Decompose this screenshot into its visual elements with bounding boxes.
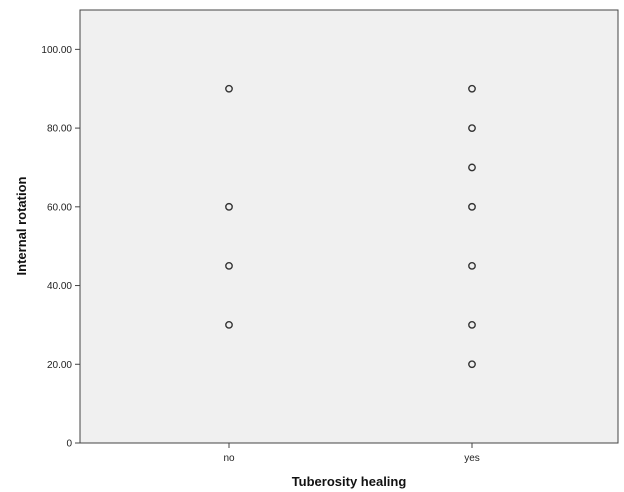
y-tick-label: 80.00	[47, 124, 72, 135]
data-point	[468, 360, 476, 369]
y-tick-label: 60.00	[47, 202, 72, 213]
data-point	[225, 261, 233, 270]
data-point	[225, 202, 233, 211]
data-point	[225, 84, 233, 93]
y-tick-label: 100.00	[41, 45, 72, 56]
data-point	[468, 124, 476, 132]
y-axis: 0 20.00 40.00 60.00 80.00 100.00	[41, 45, 80, 450]
x-axis: no yes	[223, 443, 480, 464]
data-point	[468, 261, 476, 270]
plot-area	[79, 9, 619, 444]
data-point	[468, 321, 476, 329]
y-tick-label: 20.00	[47, 360, 72, 371]
data-points	[225, 84, 476, 369]
data-point	[225, 321, 233, 329]
data-point	[468, 163, 476, 172]
x-axis-title: Tuberosity healing	[292, 474, 407, 489]
data-point	[468, 202, 476, 211]
y-tick-label: 0	[66, 439, 72, 450]
y-tick-label: 40.00	[47, 281, 72, 292]
data-point	[468, 84, 476, 93]
y-axis-title: Internal rotation	[14, 176, 29, 275]
x-tick-label: yes	[464, 453, 480, 464]
x-tick-label: no	[223, 453, 235, 464]
